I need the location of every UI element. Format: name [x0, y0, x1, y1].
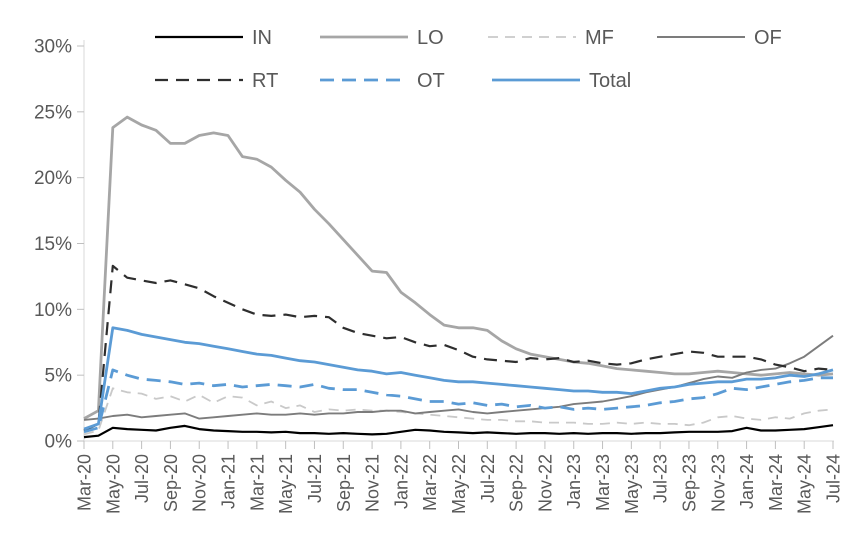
x-tick-label: Sep-20: [161, 454, 181, 512]
x-tick-label: Jan-23: [564, 454, 584, 509]
x-tick-label: Mar-24: [766, 454, 786, 511]
x-tick-label: Jul-20: [132, 454, 152, 503]
x-tick-label: Mar-20: [75, 454, 95, 511]
x-axis: Mar-20 May-20 Jul-20 Sep-20 Nov-20 Jan-21 Mar-…: [75, 441, 844, 514]
legend: IN LO MF OF RT OT Total: [155, 27, 782, 92]
y-tick-label: 5%: [45, 366, 73, 387]
y-tick-label: 20%: [34, 168, 72, 189]
series-line-IN: [83, 424, 834, 439]
x-tick-label: Jul-22: [478, 454, 498, 503]
legend-label: MF: [585, 27, 614, 49]
legend-item-OT: OT: [320, 70, 445, 92]
x-tick-label: Nov-20: [190, 454, 210, 512]
y-tick-label: 0%: [45, 432, 73, 453]
series-line-LO: [83, 115, 834, 420]
y-tick-label: 25%: [34, 102, 72, 123]
x-tick-label: Jan-24: [737, 454, 757, 509]
x-tick-label: Nov-22: [535, 454, 555, 512]
legend-label: IN: [252, 27, 272, 49]
x-tick-label: Jan-22: [391, 454, 411, 509]
x-tick-label: May-22: [449, 454, 469, 514]
x-tick-label: Nov-21: [363, 454, 383, 512]
x-tick-label: Nov-23: [708, 454, 728, 512]
x-tick-label: May-21: [276, 454, 296, 514]
x-tick-label: Jul-23: [651, 454, 671, 503]
legend-label: LO: [417, 27, 444, 49]
legend-item-Total: Total: [492, 70, 631, 92]
x-tick-label: Jul-24: [824, 454, 844, 503]
y-tick-label: 30%: [34, 37, 72, 58]
x-tick-label: Jan-21: [219, 454, 239, 509]
series-lines: [83, 115, 834, 439]
legend-item-IN: IN: [155, 27, 272, 49]
legend-label: OT: [417, 70, 445, 92]
x-tick-label: Sep-23: [679, 454, 699, 512]
x-tick-label: Sep-22: [507, 454, 527, 512]
series-line-RT: [83, 264, 834, 432]
legend-label: Total: [589, 70, 631, 92]
legend-label: OF: [754, 27, 782, 49]
x-tick-label: May-23: [622, 454, 642, 514]
series-line-MF: [83, 387, 834, 436]
x-tick-label: Sep-21: [334, 454, 354, 512]
legend-item-LO: LO: [320, 27, 444, 49]
y-tick-label: 15%: [34, 234, 72, 255]
x-tick-label: May-20: [103, 454, 123, 514]
x-tick-label: May-24: [795, 454, 815, 514]
x-tick-label: Mar-22: [420, 454, 440, 511]
y-tick-label: 10%: [34, 300, 72, 321]
x-tick-label: Jul-21: [305, 454, 325, 503]
x-tick-label: Mar-21: [247, 454, 267, 511]
legend-item-RT: RT: [155, 70, 278, 92]
series-line-OT: [83, 368, 833, 434]
x-tick-label: Mar-23: [593, 454, 613, 511]
legend-item-OF: OF: [657, 27, 782, 49]
series-line-Total: [83, 326, 834, 431]
legend-label: RT: [252, 70, 278, 92]
legend-item-MF: MF: [488, 27, 614, 49]
y-axis: 0% 5% 10% 15% 20% 25% 30%: [34, 37, 84, 453]
series-line-OF: [83, 334, 834, 421]
